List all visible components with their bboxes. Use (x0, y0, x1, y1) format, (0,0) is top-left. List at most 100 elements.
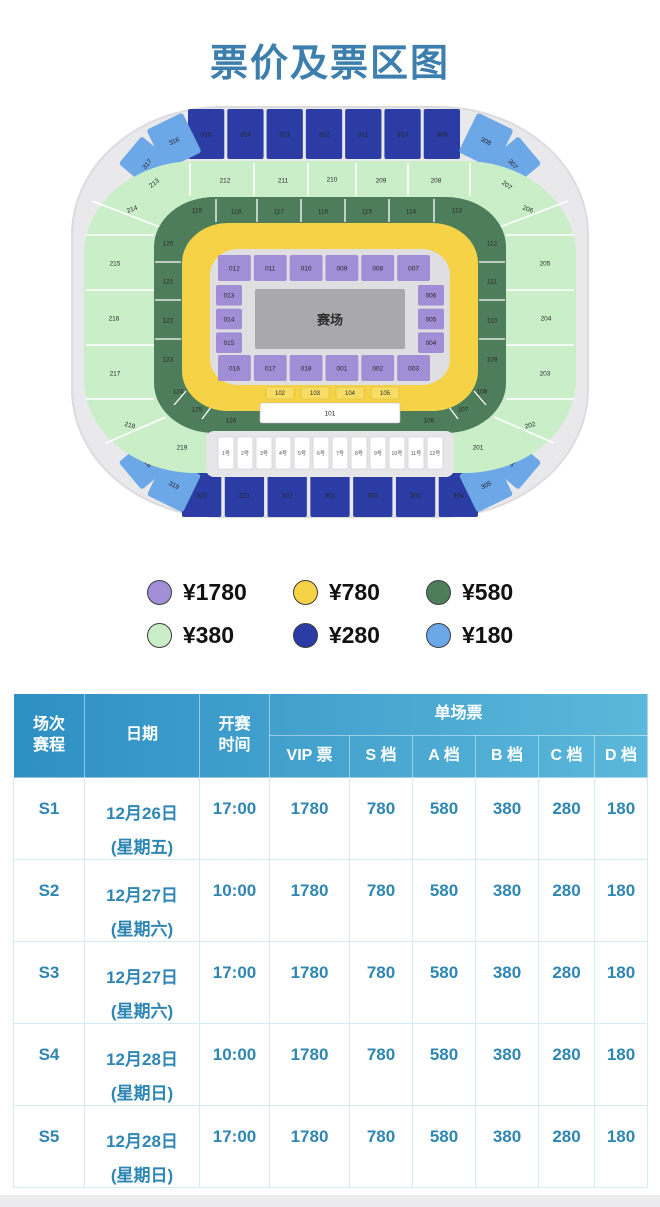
price-cell: 780 (349, 941, 413, 1024)
price-cell: 1780 (269, 1105, 350, 1188)
legend-price: ¥180 (461, 622, 514, 648)
footer-strip (0, 1195, 660, 1207)
stadium-divider (499, 200, 569, 228)
gate-box (350, 436, 368, 470)
stadium-section-label: 101 (325, 410, 336, 417)
legend-swatch-vip (146, 580, 172, 605)
date-cell: 12月28日 (星期日) (84, 1023, 200, 1106)
schedule-row: S3 12月27日 (星期六) 17:00 1780 780 580 380 280 180 (13, 941, 649, 1024)
stadium-section (345, 109, 382, 159)
gate-box (236, 436, 254, 470)
price-cell: 380 (475, 777, 539, 860)
stadium-section-label: 319 (167, 480, 180, 491)
stadium-section-label: 006 (426, 293, 437, 300)
price-cell: 280 (538, 1023, 595, 1106)
stadium-section-label: 8号 (355, 450, 363, 457)
stage-front-zone (259, 402, 401, 424)
stadium-section-label: 106 (424, 417, 435, 424)
stadium-section-label: 118 (231, 208, 242, 215)
stadium-section-label: 105 (380, 391, 391, 397)
legend-item: ¥580 (425, 579, 513, 606)
header-a: A 档 (412, 735, 476, 778)
stadium-section (265, 386, 295, 400)
header-time: 开赛 时间 (199, 693, 270, 778)
legend-price: ¥380 (182, 622, 235, 648)
gate-box (407, 436, 425, 470)
header-single-ticket-group: 单场票 (268, 693, 649, 736)
stadium-section-label: 113 (452, 207, 463, 214)
price-cell: 380 (475, 859, 539, 942)
header-vip: VIP 票 (269, 735, 350, 778)
page-title: 票价及票区图 (209, 43, 450, 85)
legend-swatch-a (425, 580, 451, 605)
stadium-section-label: 001 (336, 365, 347, 372)
date-cell: 12月28日 (星期日) (84, 1105, 200, 1188)
stadium-section-label: 321 (239, 492, 250, 499)
stadium-section-label: 202 (524, 421, 537, 431)
stadium-section-label: 004 (426, 340, 437, 347)
legend-item: ¥380 (146, 622, 247, 649)
header-time-line1: 开赛 (218, 715, 251, 733)
stadium-section-label: 119 (192, 207, 203, 214)
stadium-section-label: 117 (274, 208, 285, 215)
legend: ¥1780 ¥780 ¥580 ¥380 ¥280 ¥180 (0, 579, 660, 649)
price-cell: 780 (349, 1023, 413, 1106)
stadium-section-label: 12号 (430, 450, 441, 457)
gate-box (255, 436, 273, 470)
price-cell: 180 (593, 1023, 649, 1106)
stadium-section (418, 308, 444, 330)
date-cell: 12月27日 (星期六) (84, 859, 200, 942)
stadium-section (267, 473, 307, 517)
stadium-section-label: 110 (487, 317, 498, 324)
stadium-section-label: 210 (327, 176, 338, 183)
legend-item: ¥180 (425, 622, 514, 649)
gate-box (388, 436, 406, 470)
stadium-section-label: 107 (458, 406, 469, 413)
price-cell: 180 (593, 1105, 649, 1188)
header-time-line2: 时间 (218, 736, 251, 754)
stadium-section (353, 473, 393, 517)
stadium-divider (473, 390, 487, 406)
stadium-section-label: 125 (192, 406, 203, 413)
legend-price: ¥280 (328, 622, 380, 648)
legend-item: ¥1780 (146, 579, 247, 606)
stadium-section-label: 203 (540, 370, 551, 377)
stadium-section (361, 255, 395, 281)
stadium-divider (91, 200, 161, 228)
header-c: C 档 (538, 735, 595, 778)
stadium-section-label: 115 (362, 208, 373, 215)
stadium-section-label: 013 (224, 293, 235, 300)
price-cell: 380 (475, 1023, 539, 1106)
stadium-section-label: 111 (487, 278, 497, 285)
stadium-section-label: 7号 (336, 450, 344, 457)
stadium-map-container: 315 314 313 312 311 310 309 320 321 322 301 302 303 3… (70, 103, 590, 523)
gate-box (369, 436, 387, 470)
price-cell: 580 (412, 1105, 476, 1188)
stadium-section-label: 122 (163, 317, 174, 324)
stadium-section-label: 309 (436, 131, 447, 138)
stadium-section (395, 473, 436, 517)
stadium-section-label: 102 (275, 391, 286, 397)
price-cell: 1780 (269, 859, 350, 942)
stadium-section (300, 386, 330, 400)
legend-swatch-d (425, 623, 451, 648)
stadium-section-label: 9号 (374, 450, 382, 457)
price-cell: 580 (412, 941, 476, 1024)
stadium-section-label: 116 (318, 208, 329, 215)
price-cell: 180 (593, 859, 649, 942)
legend-swatch-s (292, 580, 318, 605)
stadium-section-label: 124 (173, 388, 184, 395)
stadium-section (253, 255, 287, 281)
stadium-section-label: 310 (397, 131, 408, 138)
stadium-section-label: 009 (336, 265, 347, 272)
stadium-section-label: 003 (408, 365, 419, 372)
stadium-section (227, 109, 264, 159)
stadium-section-label: 304 (453, 492, 464, 499)
stadium-section-label: 217 (110, 370, 121, 377)
stadium-section-label: 215 (110, 260, 121, 267)
stadium-section-label: 005 (426, 316, 437, 323)
stadium-section-label: 016 (229, 365, 240, 372)
time-cell: 17:00 (199, 1105, 270, 1188)
stadium-section (289, 255, 323, 281)
stadium-section-label: 218 (124, 421, 137, 431)
